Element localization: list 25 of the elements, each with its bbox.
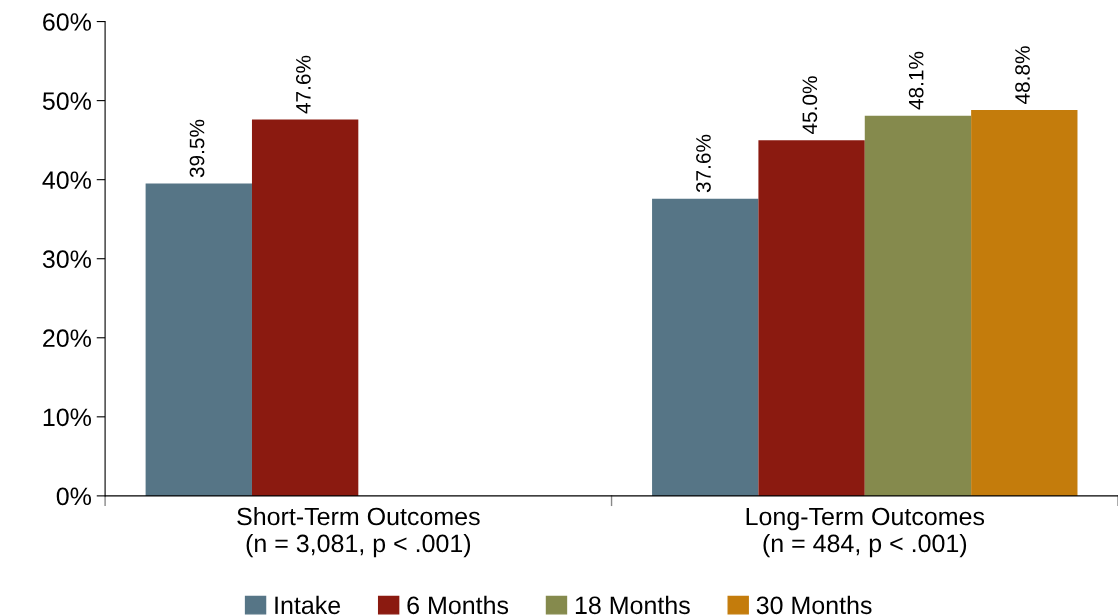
y-tick-label: 50% — [42, 92, 92, 110]
legend-label: 18 Months — [575, 595, 690, 615]
bar — [652, 198, 759, 496]
bar — [758, 140, 865, 496]
legend-label: 30 Months — [756, 595, 872, 615]
y-tick-label: 20% — [43, 329, 92, 348]
x-tick-label: Short-Term Outcomes (n = 3,081, p < .001) — [237, 506, 480, 558]
text: 48.8% — [1015, 46, 1030, 105]
legend-label: 6 Months — [407, 595, 509, 615]
text: 45.0% — [802, 76, 818, 135]
y-tick-label: 0% — [56, 487, 92, 506]
bar — [251, 119, 359, 496]
x-tick-label: Long-Term Outcomes (n = 484, p < .001) — [746, 507, 985, 558]
y-tick-label: 30% — [42, 250, 92, 269]
text: 48.1% — [908, 51, 924, 110]
text: 39.5% — [189, 119, 205, 178]
y-tick-label: 60% — [43, 13, 92, 31]
text: 37.6% — [696, 134, 711, 193]
bar — [971, 110, 1078, 496]
bar — [145, 183, 252, 496]
legend-label: Intake — [275, 595, 341, 615]
bar — [864, 115, 972, 496]
y-tick-label: 10% — [43, 408, 92, 427]
y-tick-label: 40% — [42, 171, 92, 189]
text: 47.6% — [295, 55, 311, 114]
